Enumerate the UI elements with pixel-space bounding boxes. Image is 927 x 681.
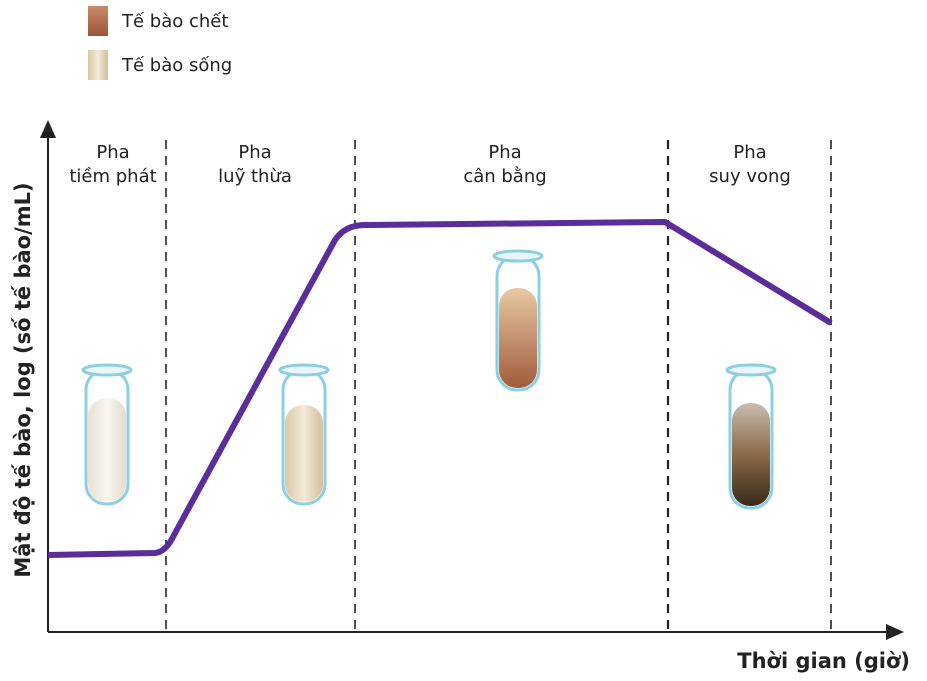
legend-label: Tế bào sống [121,55,232,76]
legend: Tế bào chết Tế bào sống [88,6,232,80]
growth-curve [47,219,833,558]
tube [81,363,133,506]
phase-labels: Pha tiềm phát Pha luỹ thừa Pha cân bằng … [69,142,790,187]
phase-label: suy vong [709,166,791,187]
test-tubes [81,249,777,510]
legend-swatch [88,50,108,80]
legend-swatch [88,6,108,36]
phase-label: Pha [238,142,271,163]
phase-label: Pha [488,142,521,163]
tube [492,249,544,392]
y-axis-label: Mật độ tế bào, log (số tế bào/mL) [11,182,35,577]
phase-label: tiềm phát [69,166,156,187]
phase-label: Pha [96,142,129,163]
tube [725,363,777,510]
x-axis-label: Thời gian (giờ) [737,649,910,673]
tube [278,363,330,506]
phase-label: cân bằng [463,166,546,187]
phase-label: luỹ thừa [218,166,292,187]
legend-label: Tế bào chết [121,11,228,32]
phase-label: Pha [733,142,766,163]
